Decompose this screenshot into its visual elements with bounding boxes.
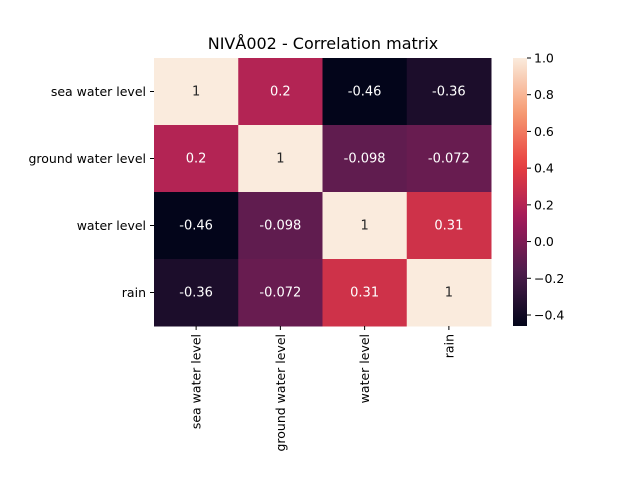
colorbar-tick-label: −0.2 (534, 271, 564, 286)
cell-value-label: 1 (360, 219, 368, 234)
heatmap-cell (322, 192, 408, 260)
heatmap-cell (406, 259, 492, 327)
heatmap-cell (238, 259, 323, 327)
cell-value-label: -0.098 (259, 219, 301, 234)
x-tick-label: rain (441, 334, 456, 358)
cell-value-label: -0.46 (348, 85, 382, 100)
cell-value-label: -0.46 (179, 219, 213, 234)
colorbar-tick-label: 0.0 (534, 234, 554, 249)
cell-value-label: 0.31 (434, 219, 463, 234)
x-tick-label: water level (357, 334, 372, 403)
x-axis: sea water level ground water level water l… (189, 326, 456, 452)
y-axis: sea water level ground water level water l… (28, 84, 154, 300)
cell-value-label: -0.36 (179, 286, 213, 301)
cell-value-label: -0.072 (259, 286, 301, 301)
heatmap-cell (238, 192, 323, 260)
colorbar-axis: −0.4 −0.2 0.0 0.2 0.4 0.6 0.8 1.0 (527, 51, 564, 322)
y-tick-label: rain (122, 285, 146, 300)
cell-value-label: 0.31 (350, 286, 379, 301)
heatmap-cell (238, 125, 323, 193)
colorbar-tick-label: 1.0 (534, 51, 554, 66)
heatmap-cell (154, 259, 239, 327)
heatmap-cell (406, 192, 492, 260)
y-tick-label: water level (77, 218, 146, 233)
heatmap-cell (322, 259, 408, 327)
cell-value-label: 1 (192, 85, 200, 100)
heatmap-cells: 1 0.2 -0.46 -0.36 0.2 1 -0.098 -0.072 -0.46 -0.09… (154, 58, 492, 327)
colorbar-tick-label: 0.6 (534, 124, 554, 139)
colorbar-tick-label: −0.4 (534, 307, 564, 322)
heatmap-cell (322, 125, 408, 193)
cell-value-label: -0.36 (432, 85, 466, 100)
heatmap-cell (322, 58, 408, 126)
heatmap-cell (154, 58, 239, 126)
y-tick-label: sea water level (51, 84, 146, 99)
heatmap-cell (154, 125, 239, 193)
y-tick-label: ground water level (28, 151, 146, 166)
colorbar-tick-label: 0.8 (534, 87, 554, 102)
x-tick-label: ground water level (273, 334, 288, 452)
cell-value-label: 0.2 (270, 85, 291, 100)
heatmap-cell (238, 58, 323, 126)
cell-value-label: 0.2 (186, 152, 207, 167)
cell-value-label: -0.098 (344, 152, 386, 167)
chart-title: NIVÅ002 - Correlation matrix (208, 34, 439, 53)
colorbar (513, 58, 527, 326)
heatmap-cell (406, 125, 492, 193)
cell-value-label: 1 (445, 286, 453, 301)
colorbar-tick-label: 0.2 (534, 197, 554, 212)
cell-value-label: -0.072 (428, 152, 470, 167)
heatmap-cell (406, 58, 492, 126)
cell-value-label: 1 (276, 152, 284, 167)
heatmap-cell (154, 192, 239, 260)
colorbar-tick-label: 0.4 (534, 161, 554, 176)
x-tick-label: sea water level (189, 334, 204, 429)
